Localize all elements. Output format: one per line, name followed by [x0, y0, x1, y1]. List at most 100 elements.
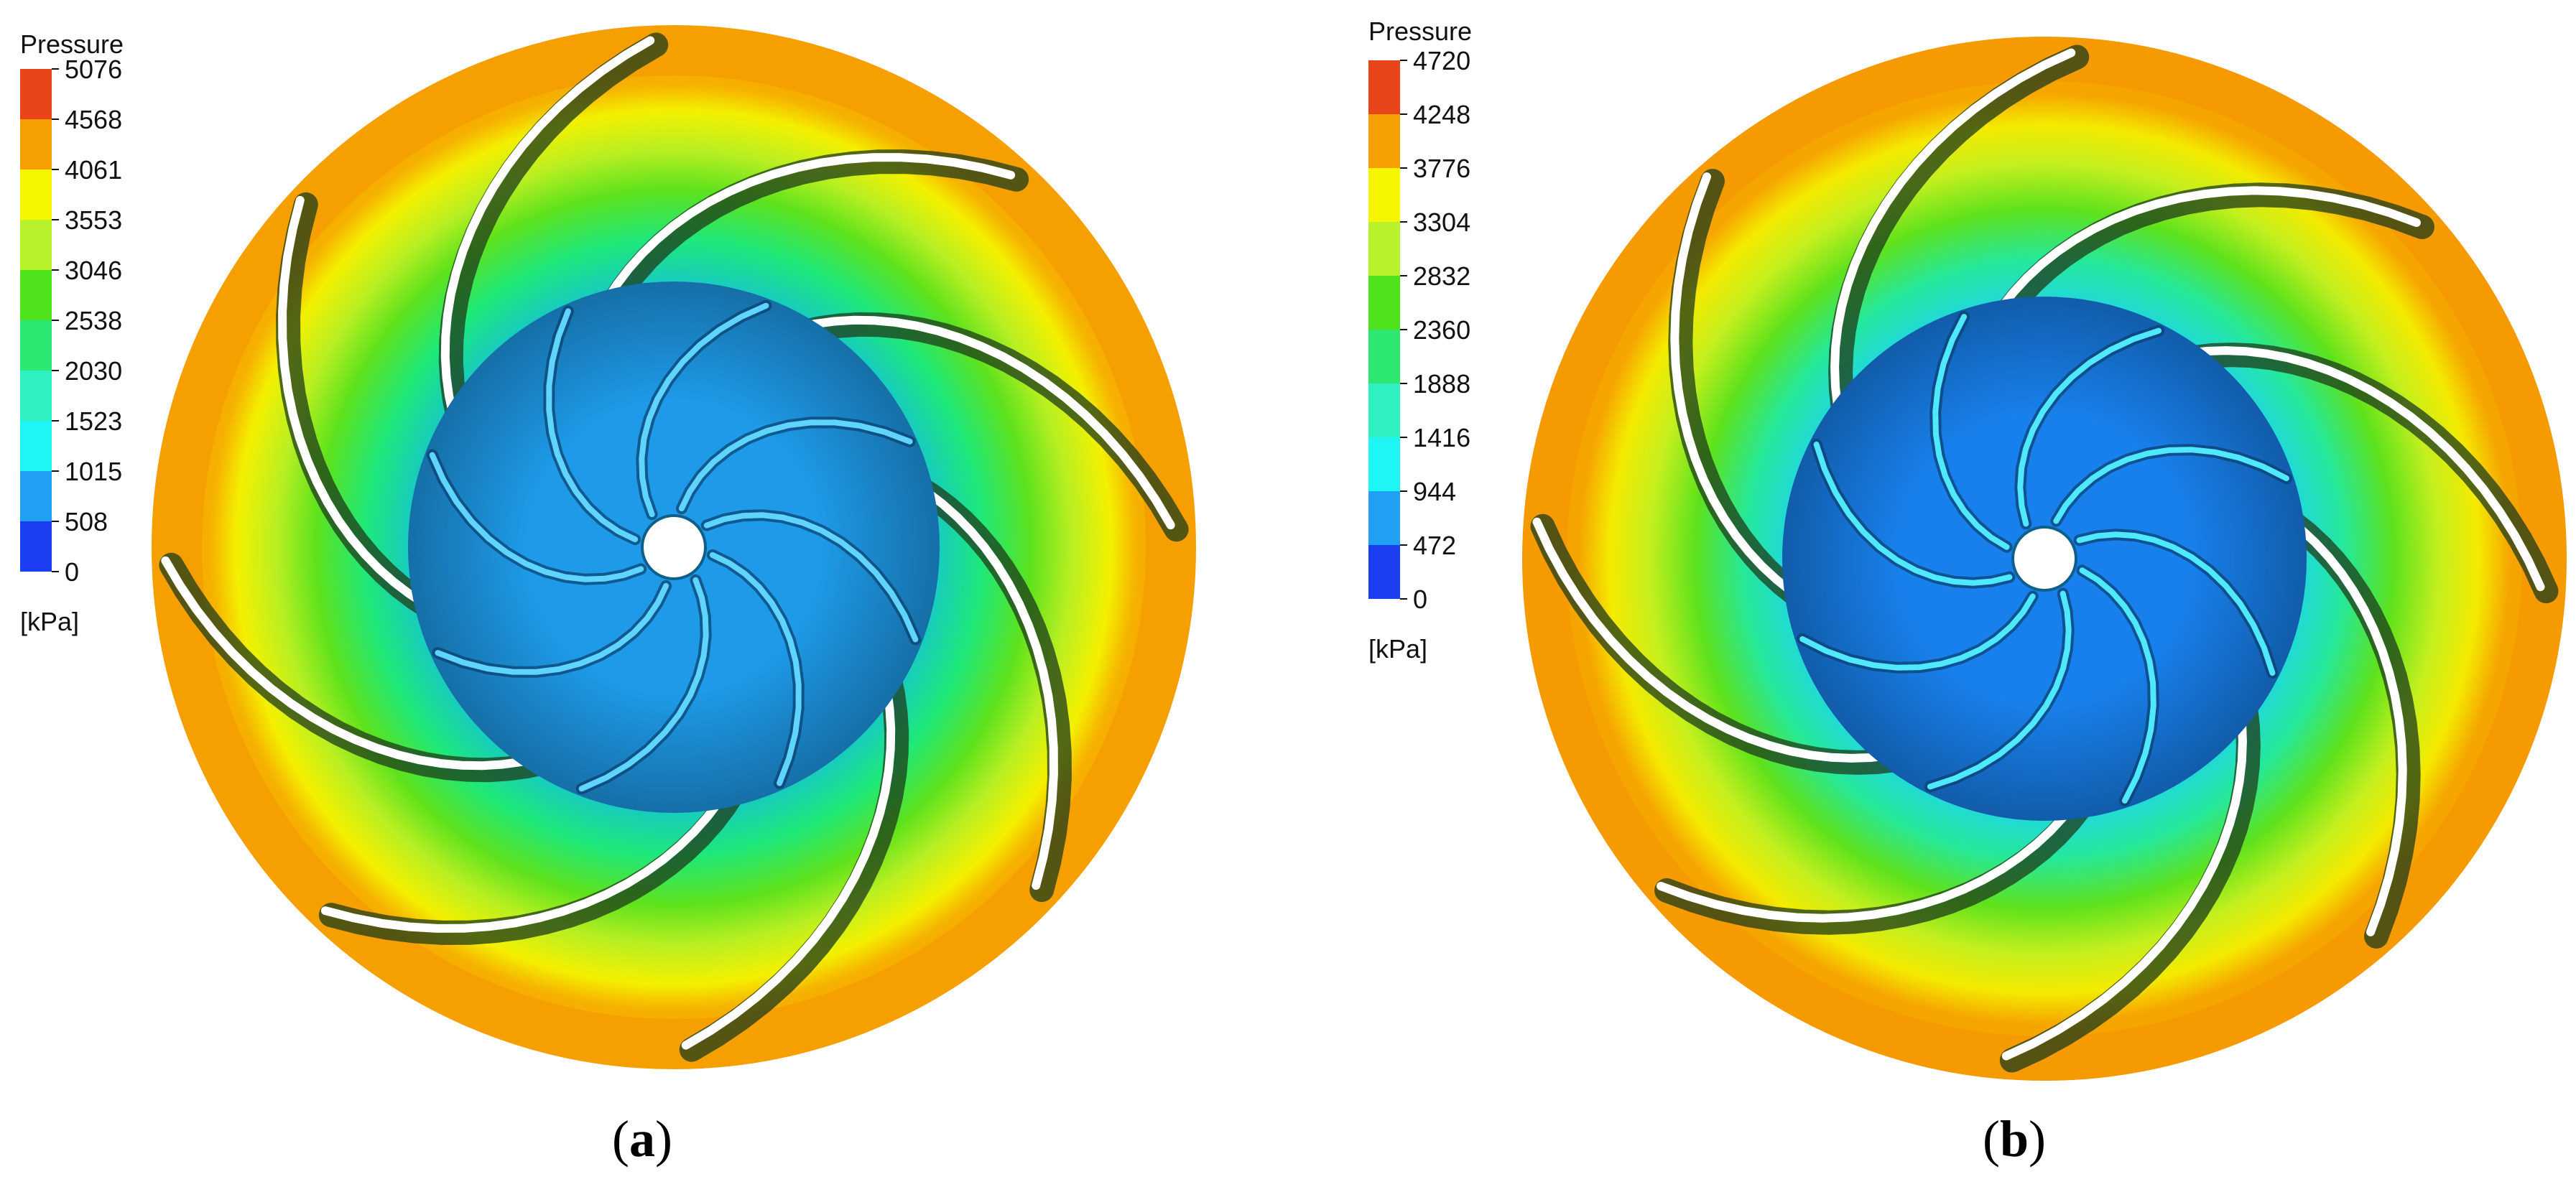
hub-hole: [641, 514, 707, 580]
outer-blade: [1987, 186, 2421, 327]
outer-blade: [440, 36, 655, 437]
colorbar-segment: [20, 371, 52, 421]
colorbar-segment: [20, 119, 52, 169]
colorbar-tick-label: 3776: [1413, 154, 1470, 183]
colorbar-segment: [1368, 437, 1400, 491]
impeller-b: [1522, 37, 2567, 1081]
colorbar-tick-label: 4061: [65, 155, 122, 185]
inner-blade: [703, 512, 919, 643]
colorbar-tick-label: 3553: [65, 205, 122, 235]
caption-b: (b): [1983, 1110, 2046, 1168]
colorbar-tick-label: 1416: [1413, 423, 1470, 452]
colorbar-tick-label: 2832: [1413, 261, 1470, 291]
outer-rim: [152, 25, 1196, 1069]
inner-blade: [2076, 531, 2276, 676]
blade-shadow: [438, 32, 669, 449]
inner-blade: [435, 582, 670, 675]
colorbar-tick-label: 1015: [65, 457, 122, 486]
colorbar-segment: [20, 69, 52, 119]
legend-b: Pressure [kPa] 4720424837763304283223601…: [1368, 17, 1472, 664]
outer-blade: [774, 315, 1175, 530]
colorbar-segment: [1368, 222, 1400, 276]
colorbar-segment: [20, 421, 52, 471]
colorbar-tick-label: 1523: [65, 406, 122, 436]
inner-blade: [1799, 593, 2036, 671]
colorbar-tick-label: 4568: [65, 105, 122, 134]
colorbar-tick-label: 0: [1413, 585, 1427, 614]
panel-b: Pressure [kPa] 4720424837763304283223601…: [1368, 17, 2567, 1168]
colorbar-segment: [20, 220, 52, 270]
outer-blade: [681, 649, 896, 1050]
legend-title: Pressure: [1368, 17, 1472, 46]
colorbar-tick-label: 3046: [65, 256, 122, 285]
outer-blade: [890, 468, 1058, 890]
inner-blade: [2079, 567, 2156, 804]
inner-blade: [2017, 327, 2162, 527]
colorbar-segment: [1368, 276, 1400, 330]
colorbar-segment: [1368, 60, 1400, 114]
colorbar-segment: [20, 471, 52, 521]
outer-blade: [1532, 517, 1912, 763]
colorbar-segment: [20, 169, 52, 220]
outer-blade: [2165, 346, 2545, 592]
outer-blade: [2266, 503, 2407, 936]
inner-blade: [709, 552, 802, 786]
colorbar-segment: [20, 270, 52, 320]
outer-blade: [278, 195, 446, 618]
colorbar-tick-label: 2538: [65, 306, 122, 335]
impeller-a: [152, 25, 1196, 1069]
inner-blade: [1813, 441, 2013, 586]
legend-title: Pressure: [20, 29, 124, 59]
colorbar: [20, 69, 52, 572]
colorbar-segment: [1368, 383, 1400, 437]
colorbar-tick-label: 944: [1413, 477, 1456, 506]
colorbar-tick-label: 4248: [1413, 100, 1470, 129]
blade-shadow: [1828, 45, 2090, 440]
colorbar-ticks: 5076 4568 4061 3553 3046 2538 2030 1523 1015 508 0: [52, 55, 122, 587]
outer-blade: [320, 765, 743, 933]
colorbar-tick-label: 3304: [1413, 208, 1470, 237]
inner-blade: [429, 452, 644, 582]
colorbar-segment: [20, 521, 52, 572]
outer-blade: [2001, 681, 2247, 1061]
colorbar-segment: [1368, 491, 1400, 545]
colorbar-tick-label: 5076: [65, 55, 122, 84]
panel-a: Pressure [kPa] 5076 4568 4061 3553 3046 2538 2…: [20, 25, 1196, 1168]
legend-unit: [kPa]: [20, 607, 79, 636]
outer-blade: [1657, 782, 2090, 923]
inner-blade: [1927, 590, 2072, 790]
caption-a: (a): [612, 1110, 672, 1168]
outer-blade: [161, 556, 562, 771]
hub-hole: [2011, 526, 2077, 592]
inner-blade: [546, 308, 639, 543]
colorbar: [1368, 60, 1400, 599]
outer-blade: [1670, 172, 1811, 606]
colorbar-tick-label: 2030: [65, 356, 122, 386]
blade-shadow: [679, 646, 909, 1062]
outer-blades: [1530, 45, 2559, 1073]
inner-blades: [426, 299, 922, 795]
colorbar-tick-label: 1888: [1413, 369, 1470, 399]
inner-blade: [639, 302, 769, 518]
colorbar-segment: [1368, 114, 1400, 168]
inner-blade: [1932, 314, 2010, 550]
outer-blades: [159, 32, 1189, 1062]
colorbar-tick-label: 472: [1413, 531, 1456, 560]
inner-blades: [1797, 311, 2292, 806]
inner-blade: [578, 577, 709, 792]
blade-shadow: [1999, 677, 2261, 1073]
colorbar-segment: [1368, 545, 1400, 599]
legend-unit: [kPa]: [1368, 634, 1427, 664]
colorbar-segment: [1368, 330, 1400, 383]
colorbar-tick-label: 2360: [1413, 315, 1470, 345]
colorbar-tick-label: 4720: [1413, 46, 1470, 75]
legend-a: Pressure [kPa] 5076 4568 4061 3553 3046 2538 2…: [20, 29, 124, 636]
colorbar-tick-label: 508: [65, 507, 108, 536]
colorbar-tick-label: 0: [65, 557, 79, 587]
outer-blade: [593, 153, 1016, 321]
inner-blade: [678, 419, 913, 512]
colorbar-segment: [1368, 168, 1400, 222]
inner-blade: [2053, 447, 2289, 524]
